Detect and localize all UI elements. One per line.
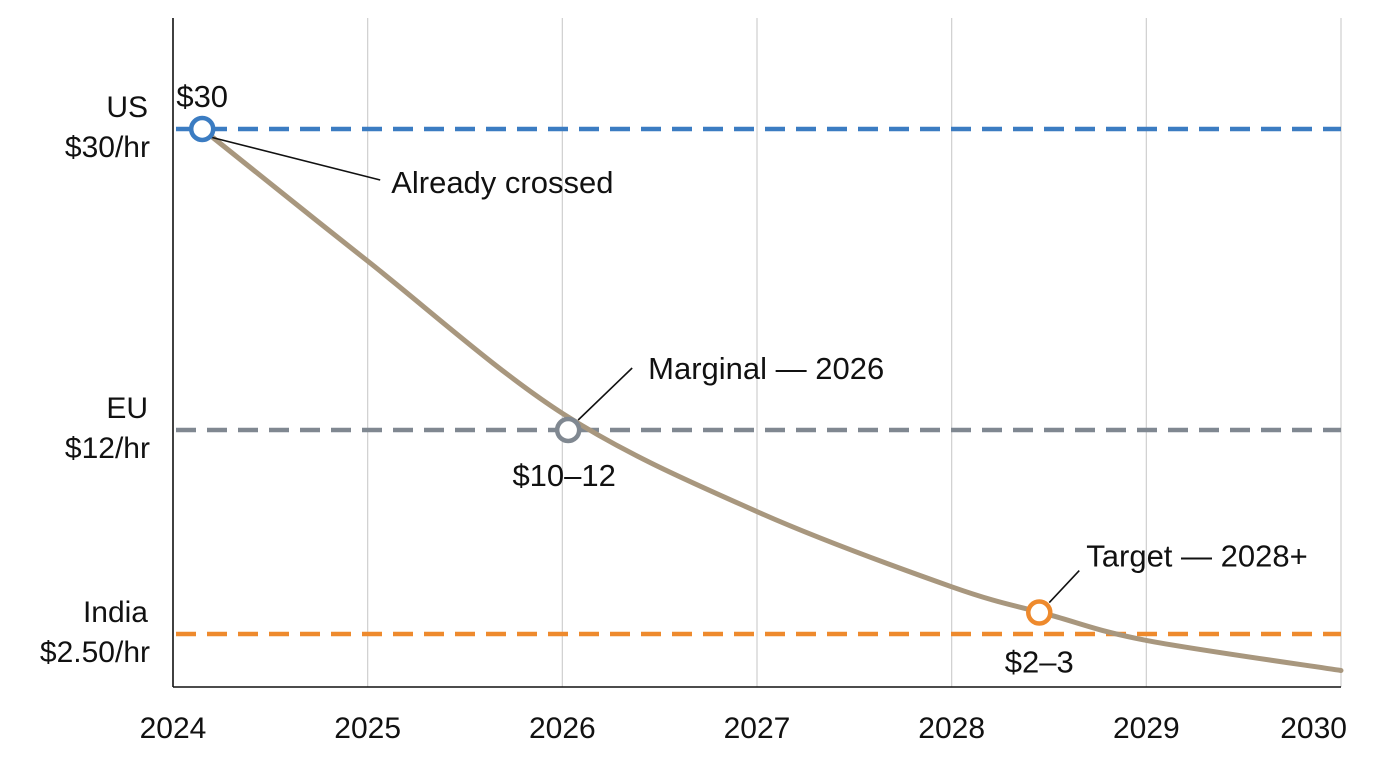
marker-value-label-2: $10–12 [512, 458, 615, 493]
ref-region-label-eu: EU [106, 392, 148, 425]
marker-value-label-1: $30 [176, 79, 228, 114]
cost-curve [199, 126, 1344, 673]
ref-region-label-india: India [83, 596, 148, 629]
x-tick-label-2024: 2024 [140, 712, 207, 745]
marker-point-2 [554, 416, 582, 444]
x-tick-label-2026: 2026 [529, 712, 596, 745]
marker-annotation-3: Target — 2028+ [1086, 539, 1307, 574]
ref-rate-label-us: $30/hr [65, 131, 150, 164]
x-tick-label-2025: 2025 [334, 712, 401, 745]
ref-rate-label-india: $2.50/hr [40, 636, 150, 669]
marker-point-3 [1026, 599, 1053, 626]
axes [172, 18, 1341, 688]
marker-annotation-2: Marginal — 2026 [648, 351, 884, 386]
marker-point-1 [188, 115, 216, 143]
x-tick-label-2029: 2029 [1113, 712, 1180, 745]
ref-region-label-us: US [106, 91, 148, 124]
labels: 2024 2025 2026 2027 2028 2029 2030 US $30/hr EU $1… [40, 79, 1347, 745]
annotation-leader-2 [577, 367, 633, 421]
cost-curve-line [199, 126, 1344, 673]
annotation-leader-3 [1048, 569, 1080, 604]
ref-rate-label-eu: $12/hr [65, 432, 150, 465]
marker-value-label-3: $2–3 [1005, 645, 1074, 680]
markers [188, 115, 1080, 626]
reference-lines [176, 126, 1341, 637]
marker-annotation-1: Already crossed [391, 165, 613, 200]
annotation-leader-1 [210, 136, 381, 181]
x-tick-label-2030: 2030 [1280, 712, 1347, 745]
x-tick-label-2028: 2028 [918, 712, 985, 745]
x-tick-label-2027: 2027 [724, 712, 791, 745]
